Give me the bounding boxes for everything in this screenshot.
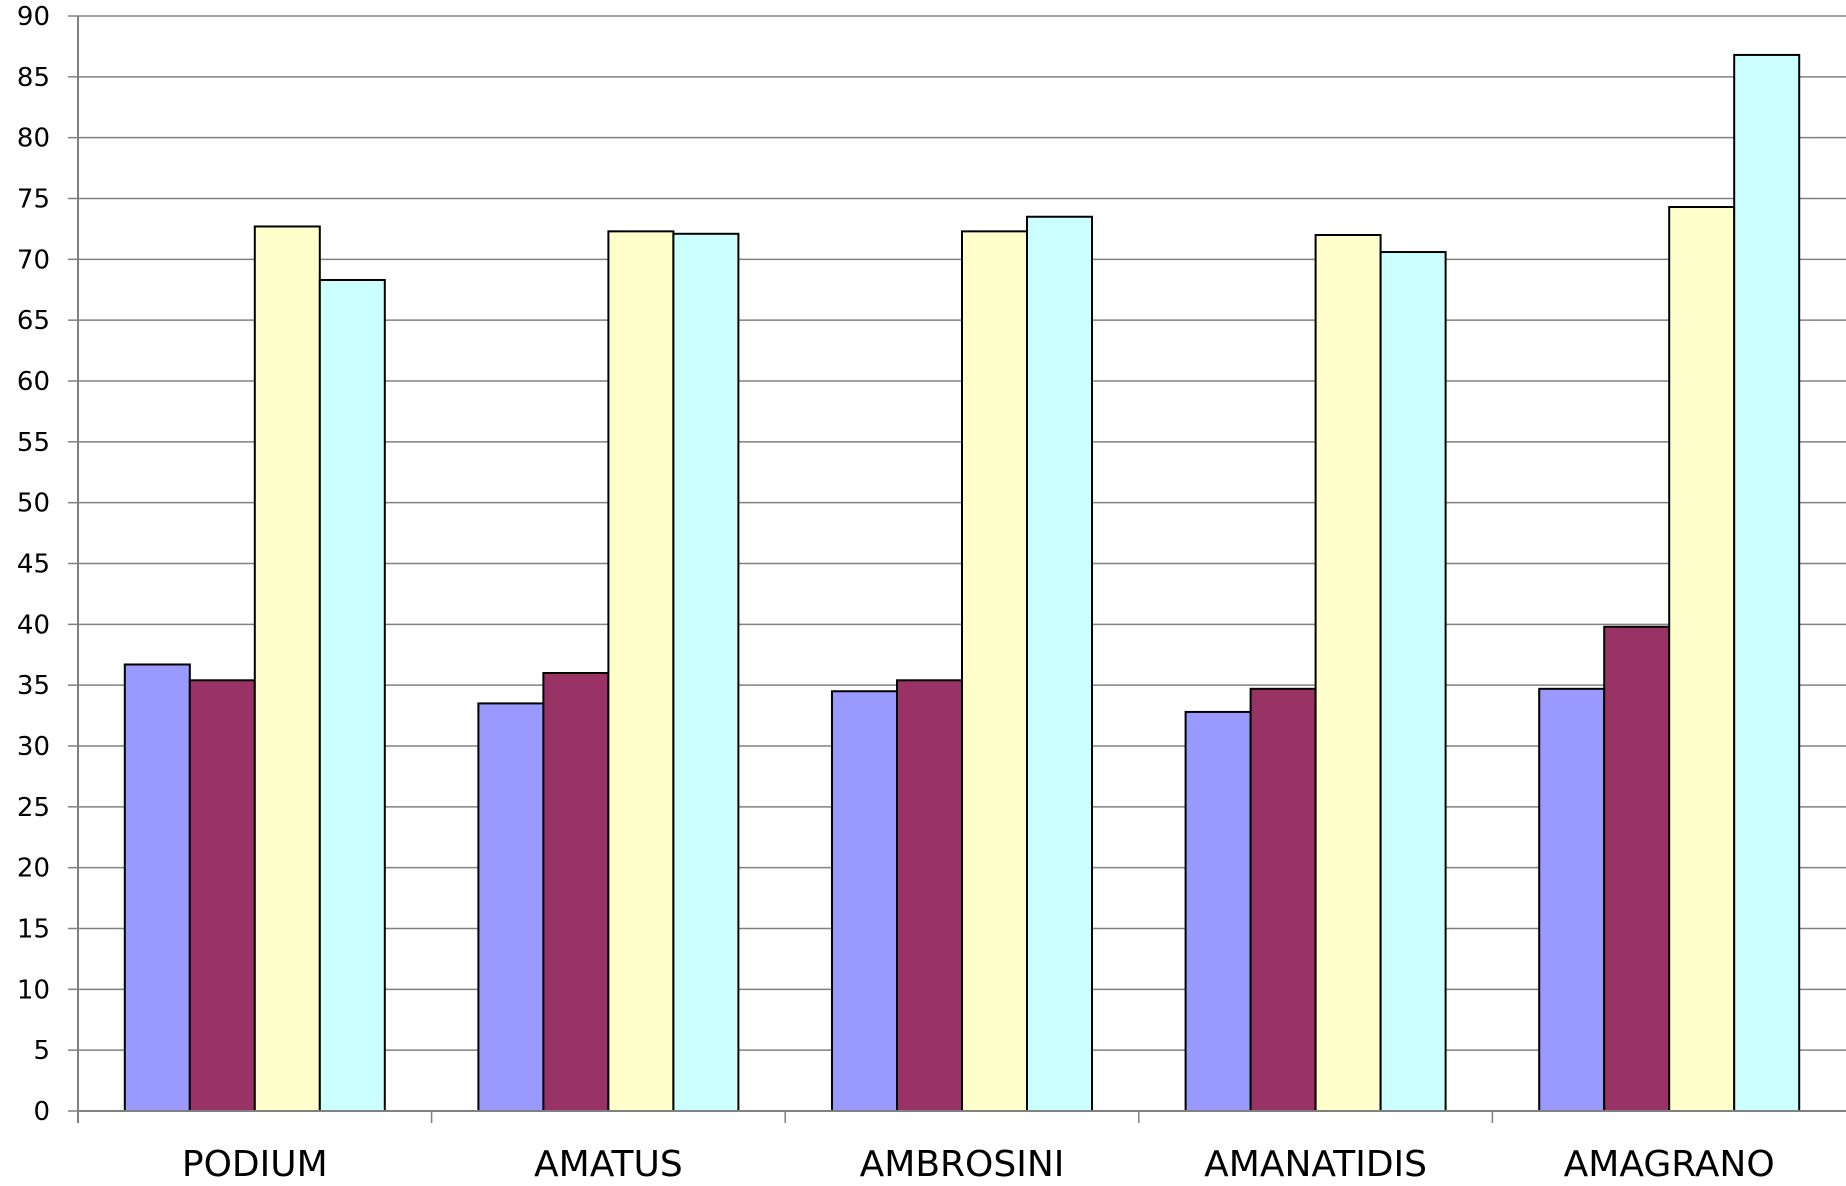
y-tick-labels: 0 5 10 15 20 25 30 35 40 45 50 55 60 65 70 75 80 85 90 — [17, 2, 50, 1127]
y-tick-label: 25 — [17, 793, 50, 823]
bar-amanatidis-s4 — [1379, 251, 1447, 1113]
bar-ambrosini-s2 — [896, 679, 963, 1112]
axes — [77, 16, 1846, 1123]
y-tick-label: 85 — [17, 63, 50, 93]
bar-amanatidis-s1 — [1184, 710, 1252, 1113]
bar-ambrosini-s4 — [1026, 215, 1093, 1112]
bar-ambrosini-s1 — [831, 690, 898, 1112]
y-tick-label: 35 — [17, 671, 50, 701]
bar-amagrano-s1 — [1538, 687, 1606, 1112]
bar-amagrano-s3 — [1668, 206, 1736, 1112]
y-tick-label: 80 — [17, 124, 50, 154]
bar-amatus-s1 — [477, 702, 545, 1113]
bar-amagrano-s4 — [1733, 53, 1801, 1112]
x-tick-label: AMBROSINI — [860, 1144, 1065, 1182]
y-tick-label: 5 — [33, 1036, 50, 1066]
y-tick-label: 70 — [17, 245, 50, 275]
y-tick-label: 55 — [17, 428, 50, 458]
x-tick-label: AMAGRANO — [1564, 1144, 1775, 1182]
y-tick-label: 30 — [17, 732, 50, 762]
bar-podium-s2 — [188, 679, 256, 1112]
y-tick-label: 20 — [17, 854, 50, 884]
bar-amanatidis-s3 — [1314, 234, 1382, 1112]
y-tick-label: 60 — [17, 367, 50, 397]
y-tick-label: 45 — [17, 550, 50, 580]
y-tick-label: 10 — [17, 975, 50, 1005]
y-tick-label: 0 — [33, 1097, 50, 1127]
bar-amagrano-s2 — [1603, 625, 1671, 1112]
bar-podium-s4 — [318, 279, 386, 1112]
bar-ambrosini-s3 — [961, 230, 1028, 1113]
bar-amanatidis-s2 — [1249, 687, 1317, 1112]
x-tick-label: AMATUS — [534, 1144, 683, 1182]
y-tick-label: 75 — [17, 185, 50, 215]
bar-amatus-s2 — [542, 672, 610, 1112]
y-tick-label: 40 — [17, 610, 50, 640]
bar-podium-s3 — [253, 225, 321, 1112]
bar-podium-s1 — [123, 663, 191, 1112]
x-tick-label: PODIUM — [182, 1144, 328, 1182]
x-tick-labels: PODIUM AMATUS AMBROSINI AMANATIDIS AMAGRANO — [182, 1144, 1775, 1185]
y-tick-label: 50 — [17, 489, 50, 519]
y-tick-label: 90 — [17, 2, 50, 32]
bar-amatus-s4 — [672, 232, 740, 1113]
x-tick-label: AMANATIDIS — [1204, 1144, 1427, 1182]
bar-amatus-s3 — [607, 230, 675, 1113]
y-tick-label: 65 — [17, 306, 50, 336]
bars — [123, 53, 1801, 1113]
y-tick-label: 15 — [17, 915, 50, 945]
